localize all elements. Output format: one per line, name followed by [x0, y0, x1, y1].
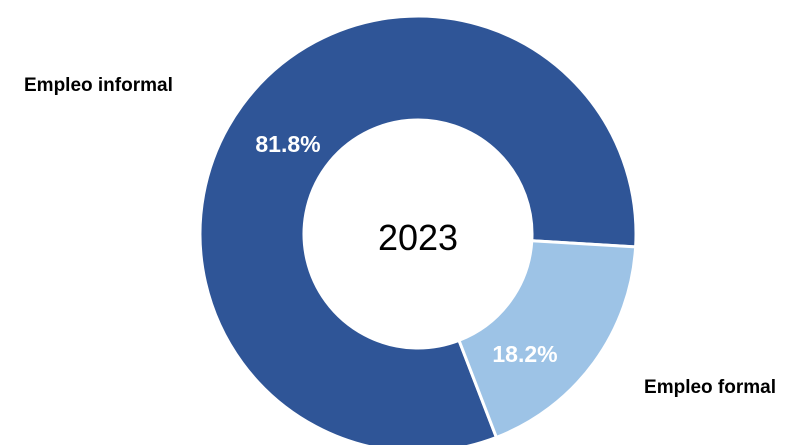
center-label: 2023 — [378, 217, 458, 258]
slice-category-label-informal: Empleo informal — [24, 75, 173, 96]
slice-value-label-informal: 81.8% — [255, 131, 320, 157]
donut-slice-informal — [198, 14, 638, 445]
donut-slice-formal — [457, 239, 638, 440]
donut-slices — [198, 14, 638, 445]
slice-value-label-formal: 18.2% — [492, 341, 557, 367]
slice-category-label-formal: Empleo formal — [644, 377, 776, 398]
